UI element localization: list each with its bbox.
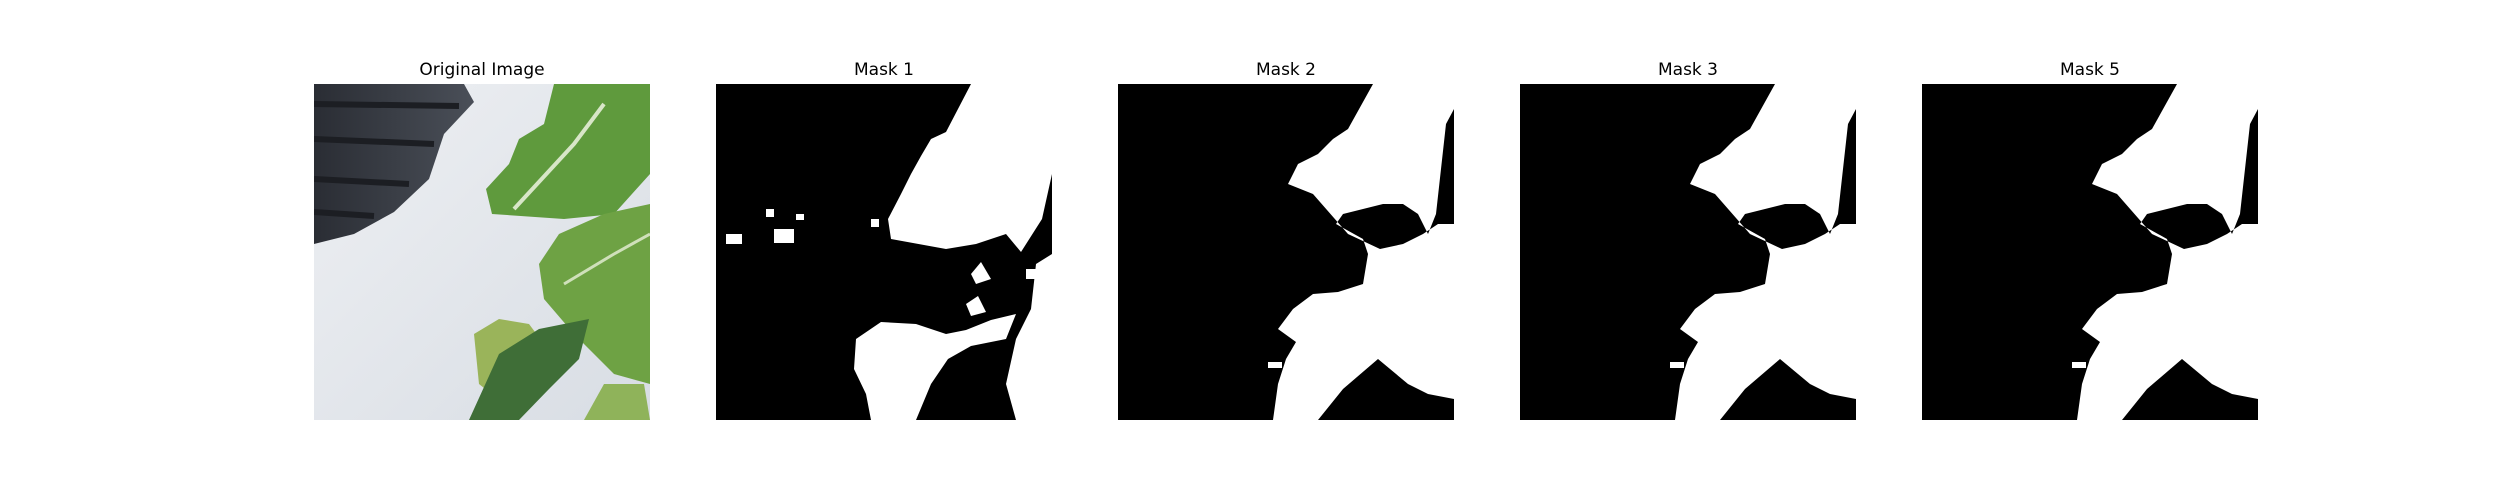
mask-1-panel [716,84,1052,420]
original-image-panel [314,84,650,420]
original-image [314,84,650,420]
panel-title-mask-2: Mask 2 [1255,60,1316,80]
mask-1-image [716,84,1052,420]
mask-3-panel [1520,84,1856,420]
mask-2-panel [1118,84,1454,420]
panel-title-mask-5: Mask 5 [2059,60,2120,80]
mask-2-image [1118,84,1454,420]
panel-title-mask-1: Mask 1 [853,60,914,80]
mask-5-image [1922,84,2258,420]
mask-3-image [1520,84,1856,420]
panel-title-mask-3: Mask 3 [1657,60,1718,80]
mask-5-panel [1922,84,2258,420]
panel-title-original: Original Image [419,60,545,80]
